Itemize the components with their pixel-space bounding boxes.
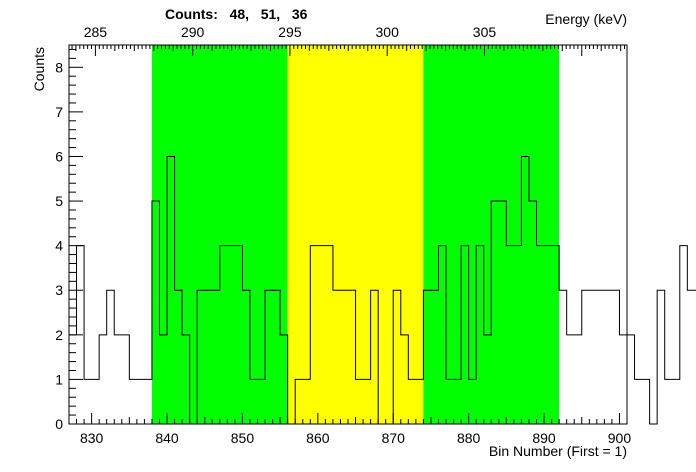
- y-tick-label: 7: [55, 104, 63, 120]
- x-tick-label: 890: [532, 430, 556, 446]
- x-tick-label: 840: [155, 430, 179, 446]
- top-energy-axis: 285 290 295 300 305: [71, 24, 626, 56]
- top-tick-label: 285: [84, 24, 108, 40]
- y-tick-label: 2: [55, 327, 63, 343]
- y-tick-label: 5: [55, 193, 63, 209]
- y-axis-label: Counts: [31, 47, 47, 91]
- y-tick-label: 3: [55, 282, 63, 298]
- x-tick-label: 870: [382, 430, 406, 446]
- x-axis: 830 840 850 860 870 880 890 900: [68, 413, 632, 446]
- y-tick-label: 1: [55, 371, 63, 387]
- counts-value-left: 48: [229, 6, 246, 22]
- top-tick-label: 305: [473, 24, 497, 40]
- x-tick-label: 900: [608, 430, 632, 446]
- region-background-left: [151, 45, 288, 424]
- counts-value-right: 36: [291, 6, 308, 22]
- top-tick-label: 295: [278, 24, 302, 40]
- top-tick-label: 300: [376, 24, 400, 40]
- x-tick-label: 850: [231, 430, 255, 446]
- y-tick-label: 4: [55, 238, 63, 254]
- y-tick-label: 8: [55, 59, 63, 75]
- counts-label: Counts:: [165, 6, 218, 22]
- top-axis-label: Energy (keV): [545, 11, 627, 27]
- y-axis: 0 1 2 3 4 5 6 7 8: [55, 48, 83, 432]
- y-tick-label: 6: [55, 148, 63, 164]
- histogram-line: [69, 155, 696, 425]
- x-tick-label: 880: [457, 430, 481, 446]
- x-tick-label: 830: [80, 430, 104, 446]
- counts-summary: Counts: 48, 51, 36: [165, 6, 308, 22]
- top-tick-label: 290: [181, 24, 205, 40]
- counts-value-peak: 51: [260, 6, 277, 22]
- y-tick-label: 0: [55, 416, 63, 432]
- x-tick-label: 860: [306, 430, 330, 446]
- x-axis-label: Bin Number (First = 1): [489, 443, 627, 459]
